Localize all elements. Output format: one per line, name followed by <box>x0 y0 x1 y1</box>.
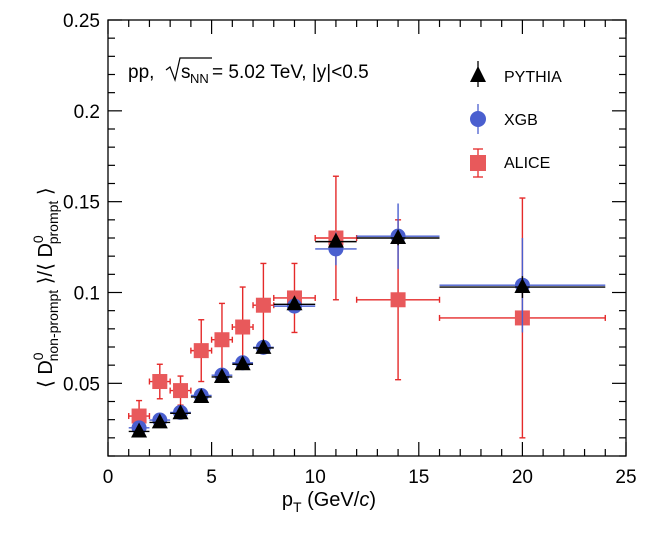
sqrt-sign <box>165 57 212 83</box>
x-tick-label: 15 <box>408 467 429 488</box>
annotation-s: s <box>181 62 191 83</box>
square-marker <box>152 374 168 390</box>
series-pythia <box>128 229 606 438</box>
data-point-pythia <box>315 232 357 248</box>
data-point-alice <box>231 286 254 368</box>
data-point-pythia <box>356 229 440 246</box>
legend-label-alice: ALICE <box>504 155 550 172</box>
data-layer <box>128 175 606 439</box>
x-tick-label: 20 <box>512 467 533 488</box>
legend-entry-pythia: PYTHIA <box>470 61 562 87</box>
data-point-pythia <box>149 413 171 429</box>
annotation-prefix: pp, <box>128 62 154 83</box>
axis-ticks <box>107 19 627 457</box>
annotation-suffix: = 5.02 TeV, |y|<0.5 <box>212 62 369 83</box>
square-marker <box>390 292 406 308</box>
square-marker <box>173 383 189 399</box>
data-point-pythia <box>253 338 274 354</box>
y-tick-label: 0.25 <box>63 11 100 32</box>
axis-tick-labels: 0 5 10 15 20 25 0.05 0.1 0.15 0.2 0.25 <box>63 11 637 488</box>
triangle-marker <box>213 367 230 383</box>
data-point-alice <box>210 302 234 377</box>
legend-entry-alice: ALICE <box>470 148 550 178</box>
y-tick-label: 0.05 <box>63 374 100 395</box>
data-point-alice <box>148 363 171 400</box>
square-marker <box>255 297 271 313</box>
y-axis-title: ⟨ D0non-prompt ⟩/⟨ D0prompt ⟩ <box>30 187 61 388</box>
legend-entry-xgb: XGB <box>470 104 538 134</box>
triangle-marker <box>286 295 303 311</box>
legend-square-marker <box>470 155 486 171</box>
legend-label-pythia: PYTHIA <box>504 69 562 86</box>
x-tick-label: 10 <box>305 467 326 488</box>
y-tick-label: 0.15 <box>63 193 100 214</box>
square-marker <box>193 343 209 359</box>
triangle-marker <box>193 387 210 403</box>
square-marker <box>235 319 251 335</box>
triangle-marker <box>390 229 407 244</box>
legend: PYTHIA XGB ALICE <box>470 61 562 178</box>
data-point-pythia <box>273 295 316 311</box>
svg-text:pp,: pp, <box>128 62 154 83</box>
x-tick-label: 5 <box>206 467 217 488</box>
data-point-pythia <box>128 422 150 438</box>
triangle-marker <box>234 355 251 371</box>
data-point-pythia <box>190 387 212 403</box>
x-axis-title: pT (GeV/c) <box>282 489 376 515</box>
triangle-marker <box>131 422 148 438</box>
y-tick-label: 0.1 <box>74 284 100 305</box>
data-point-alice <box>252 262 275 348</box>
triangle-marker <box>514 278 531 294</box>
legend-label-xgb: XGB <box>504 112 538 129</box>
y-tick-label: 0.2 <box>74 102 100 123</box>
x-tick-label: 0 <box>103 467 114 488</box>
legend-circle-marker <box>470 111 486 127</box>
square-marker <box>131 408 147 424</box>
data-point-pythia <box>232 355 254 371</box>
triangle-marker <box>172 404 189 420</box>
data-point-pythia <box>170 404 191 420</box>
svg-text:s: s <box>181 62 191 83</box>
triangle-marker <box>327 232 344 248</box>
svg-text:NN: NN <box>190 71 209 86</box>
collision-annotation: pp, s NN = 5.02 TeV, |y|<0.5 <box>128 57 369 86</box>
data-point-alice <box>169 375 192 406</box>
data-point-pythia <box>439 276 606 298</box>
x-tick-label: 25 <box>615 467 636 488</box>
annotation-s-sub: NN <box>190 71 209 86</box>
square-marker <box>214 332 230 348</box>
legend-triangle-marker <box>470 66 486 82</box>
svg-text:= 5.02 TeV, |y|<0.5: = 5.02 TeV, |y|<0.5 <box>212 62 369 83</box>
data-point-pythia <box>211 367 233 383</box>
data-point-alice <box>190 319 213 383</box>
triangle-marker <box>151 413 168 429</box>
triangle-marker <box>255 338 272 354</box>
